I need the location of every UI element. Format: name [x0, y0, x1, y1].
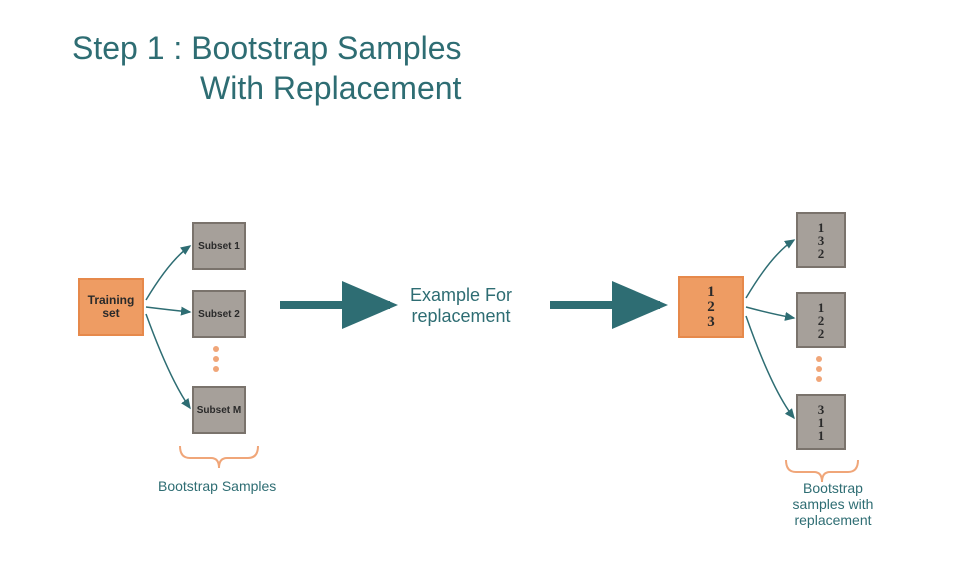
example-for-replacement-label: Example For replacement — [410, 285, 512, 327]
sample-val: 2 — [818, 327, 825, 340]
sample-val: 3 — [818, 234, 825, 247]
sample-val: 1 — [818, 301, 825, 314]
cap-right-1: Bootstrap — [778, 480, 888, 496]
sample-val: 1 — [818, 429, 825, 442]
sample-box-3: 3 1 1 — [796, 394, 846, 450]
cap-right-3: replacement — [778, 512, 888, 528]
center-line2: replacement — [410, 306, 512, 327]
sample-box-1: 1 3 2 — [796, 212, 846, 268]
title-line2: With Replacement — [200, 70, 461, 107]
subset-box-m: Subset M — [192, 386, 246, 434]
sample-box-2: 1 2 2 — [796, 292, 846, 348]
ellipsis-dots-right — [816, 356, 822, 382]
sample-val: 2 — [818, 247, 825, 260]
source-123-box: 1 2 3 — [678, 276, 744, 338]
dot — [213, 366, 219, 372]
subset-box-2: Subset 2 — [192, 290, 246, 338]
subset-label: Subset 2 — [198, 309, 240, 320]
dot — [816, 356, 822, 362]
dot — [213, 356, 219, 362]
subset-label: Subset M — [197, 405, 241, 416]
bootstrap-samples-caption: Bootstrap Samples — [158, 478, 276, 494]
source-val: 3 — [707, 315, 715, 330]
ellipsis-dots-left — [213, 346, 219, 372]
center-line1: Example For — [410, 285, 512, 306]
source-val: 2 — [707, 300, 715, 315]
dot — [816, 376, 822, 382]
training-set-box: Training set — [78, 278, 144, 336]
training-set-label: Training set — [80, 294, 142, 320]
cap-right-2: samples with — [778, 496, 888, 512]
sample-val: 1 — [818, 221, 825, 234]
dot — [213, 346, 219, 352]
subset-label: Subset 1 — [198, 241, 240, 252]
subset-box-1: Subset 1 — [192, 222, 246, 270]
sample-val: 2 — [818, 314, 825, 327]
title-line1: Step 1 : Bootstrap Samples — [72, 30, 462, 67]
sample-val: 3 — [818, 403, 825, 416]
source-val: 1 — [707, 285, 715, 300]
bootstrap-samples-replacement-caption: Bootstrap samples with replacement — [778, 480, 888, 528]
dot — [816, 366, 822, 372]
sample-val: 1 — [818, 416, 825, 429]
